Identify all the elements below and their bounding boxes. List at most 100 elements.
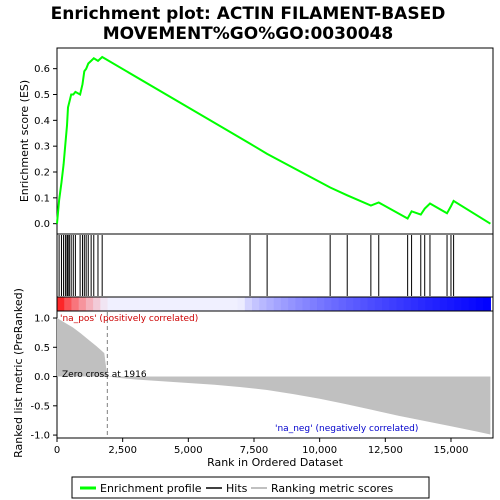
x-tick-label: 7,500 — [240, 445, 269, 456]
metric-axis-title: Ranked list metric (PreRanked) — [12, 288, 25, 458]
es-axis-title: Enrichment score (ES) — [18, 80, 31, 202]
color-bar-segment — [259, 297, 268, 311]
color-bar-segment — [374, 297, 383, 311]
color-bar-segment — [273, 297, 282, 311]
hits-panel — [56, 233, 494, 298]
color-bar-segment — [215, 297, 224, 311]
annotation-zero: Zero cross at 1916 — [62, 370, 147, 380]
color-bar-segment — [410, 297, 419, 311]
metric-tick-label: 1.0 — [34, 314, 50, 325]
color-bar-segment — [367, 297, 376, 311]
color-bar-segment — [172, 297, 181, 311]
x-tick-label: 2,500 — [108, 445, 137, 456]
x-axis: 0 2,500 5,000 7,500 10,000 12,500 15,000 — [54, 438, 468, 456]
color-bar-segment — [201, 297, 210, 311]
legend-es-label: Enrichment profile — [100, 482, 202, 495]
color-bar-segment — [78, 297, 87, 311]
color-bar-segment — [237, 297, 246, 311]
color-bar-segment — [345, 297, 354, 311]
color-bar-segment — [85, 297, 94, 311]
x-axis-title: Rank in Ordered Dataset — [207, 456, 344, 469]
es-tick-label: 0.2 — [34, 168, 50, 179]
color-bar-segment — [418, 297, 426, 311]
color-bar-segment — [143, 297, 152, 311]
metric-tick-label: -0.5 — [30, 401, 50, 412]
x-tick-label: 5,000 — [174, 445, 203, 456]
color-bar-segment — [244, 297, 253, 311]
color-bar-segment — [100, 297, 109, 311]
color-bar-segment — [403, 297, 412, 311]
color-bar-segment — [475, 297, 484, 311]
legend-metric-label: Ranking metric scores — [271, 482, 393, 495]
metric-tick-label: 0.5 — [34, 343, 50, 354]
color-bar-segment — [150, 297, 159, 311]
color-bar-segment — [114, 297, 123, 311]
x-tick-label: 10,000 — [302, 445, 337, 456]
color-bar-segment — [129, 297, 138, 311]
color-bar-segment — [439, 297, 448, 311]
color-bar-segment — [382, 297, 390, 311]
es-tick-label: 0.0 — [34, 219, 50, 230]
color-bar-segment — [252, 297, 260, 311]
es-tick-label: 0.5 — [34, 90, 50, 101]
annotation-neg: 'na_neg' (negatively correlated) — [275, 424, 418, 434]
color-bar-segment — [187, 297, 195, 311]
x-tick-label: 0 — [54, 445, 60, 456]
color-bar-segment — [266, 297, 275, 311]
color-bar-segment — [223, 297, 231, 311]
color-bar-segment — [360, 297, 369, 311]
color-bar-segment — [64, 297, 73, 311]
hits-group — [58, 235, 455, 296]
color-bar-segment — [179, 297, 188, 311]
es-tick-label: 0.6 — [34, 64, 50, 75]
color-bar-segment — [165, 297, 174, 311]
es-tick-label: 0.1 — [34, 193, 50, 204]
color-bar-segment — [324, 297, 333, 311]
color-bar-segment — [425, 297, 434, 311]
x-tick-label: 15,000 — [433, 445, 468, 456]
color-bar-segment — [432, 297, 441, 311]
legend-hits-label: Hits — [226, 482, 248, 495]
chart-title-line2: MOVEMENT%GO%GO:0030048 — [103, 24, 394, 44]
color-bar-segment — [230, 297, 239, 311]
color-bar-segment — [280, 297, 289, 311]
legend-box — [71, 476, 430, 499]
ranking-color-bar — [56, 296, 494, 312]
es-tick-label: 0.3 — [34, 142, 50, 153]
color-bar-segment — [71, 297, 80, 311]
metric-axis: 1.0 0.5 0.0 -0.5 -1.0 — [30, 314, 57, 442]
color-bar-segment — [302, 297, 311, 311]
es-tick-label: 0.4 — [34, 116, 50, 127]
metric-tick-label: 0.0 — [34, 372, 50, 383]
color-bar-segment — [208, 297, 217, 311]
color-bar-segment — [447, 297, 455, 311]
color-bar-segment — [136, 297, 145, 311]
color-bar-segment — [309, 297, 318, 311]
ranked-metric-area — [57, 318, 491, 435]
color-bar-segment — [93, 297, 101, 311]
es-panel — [56, 47, 494, 235]
color-bar-segment — [317, 297, 325, 311]
color-bar-segment — [338, 297, 347, 311]
color-bar-segment — [389, 297, 398, 311]
color-bar-segment — [295, 297, 304, 311]
color-bar-segment — [353, 297, 361, 311]
annotation-pos: 'na_pos' (positively correlated) — [60, 314, 198, 324]
color-bar-segment — [396, 297, 405, 311]
color-bar-segment — [107, 297, 116, 311]
color-bar-segment — [454, 297, 463, 311]
metric-tick-label: -1.0 — [30, 431, 50, 442]
color-bar-segment — [288, 297, 296, 311]
color-bar-segment — [194, 297, 203, 311]
color-bar-segment — [57, 297, 65, 311]
color-bar-segment — [331, 297, 340, 311]
color-bar-segment — [122, 297, 130, 311]
color-bar-segment — [483, 297, 491, 311]
color-bar-segment — [468, 297, 477, 311]
color-bar-segment — [461, 297, 470, 311]
es-axis: 0.0 0.1 0.2 0.3 0.4 0.5 0.6 — [34, 64, 57, 230]
chart-title-line1: Enrichment plot: ACTIN FILAMENT-BASED — [51, 4, 446, 24]
es-profile-line — [56, 55, 491, 225]
x-tick-label: 12,500 — [368, 445, 403, 456]
